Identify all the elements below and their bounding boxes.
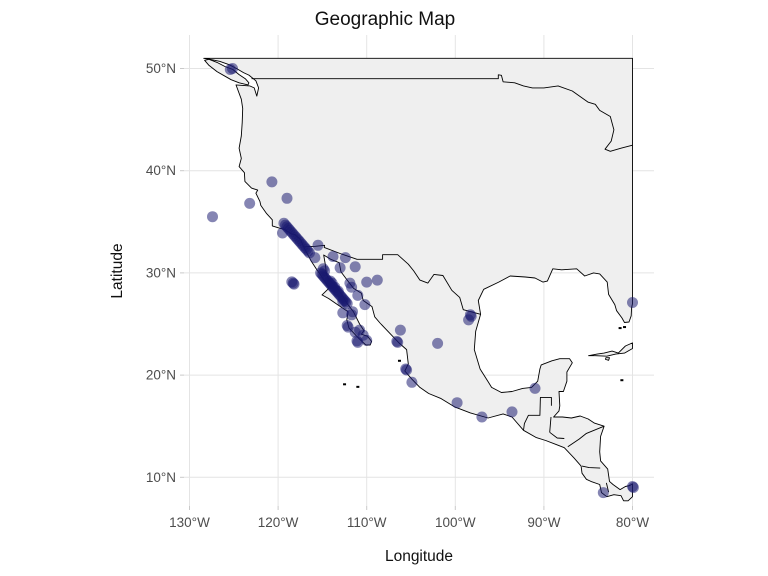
data-point: [627, 297, 638, 308]
x-tick-label: 80°W: [616, 515, 649, 530]
x-tick-label: 130°W: [169, 515, 210, 530]
data-point: [227, 63, 238, 74]
data-point: [432, 337, 444, 349]
data-point: [207, 211, 218, 223]
data-point: [266, 176, 278, 188]
land-polygon: [588, 342, 633, 357]
land-polygon: [203, 57, 633, 502]
border-line: [523, 396, 552, 431]
data-point: [346, 281, 358, 293]
land-polygon: [605, 357, 610, 361]
island-dot: [356, 385, 360, 388]
data-point: [339, 252, 351, 264]
x-tick-label: 90°W: [527, 515, 560, 530]
data-point: [281, 192, 293, 204]
y-tick-label: 50°N: [146, 61, 176, 76]
y-tick-label: 20°N: [146, 368, 176, 383]
data-point: [327, 251, 339, 262]
data-point: [506, 406, 518, 418]
data-point: [451, 397, 463, 409]
data-point: [476, 411, 488, 423]
y-tick-label: 30°N: [146, 265, 176, 280]
data-point: [326, 277, 338, 289]
data-point: [371, 274, 383, 286]
axis-ticks: [180, 68, 633, 510]
map-land-shapes: [203, 57, 633, 502]
data-point: [394, 324, 406, 336]
island-dot: [397, 359, 401, 362]
data-point: [341, 320, 353, 331]
border-line: [549, 431, 565, 439]
map-island-dots: [343, 326, 627, 388]
data-point: [391, 335, 403, 347]
data-point: [334, 262, 346, 274]
data-point: [312, 239, 324, 251]
data-point: [400, 363, 412, 375]
island-dot: [343, 383, 347, 386]
y-tick-label: 10°N: [146, 470, 176, 485]
x-tick-label: 110°W: [347, 515, 387, 530]
data-point: [597, 487, 609, 499]
data-point: [332, 285, 344, 297]
data-point: [288, 278, 300, 290]
data-point: [463, 314, 475, 326]
data-point: [309, 252, 321, 264]
plot-title: Geographic Map: [315, 9, 455, 30]
border-line: [251, 74, 633, 152]
data-point: [347, 306, 358, 318]
data-point: [627, 482, 639, 493]
data-point: [406, 376, 418, 388]
border-line: [567, 425, 605, 448]
border-line: [303, 244, 481, 315]
data-point: [337, 296, 349, 307]
island-dot: [623, 326, 627, 329]
y-axis-title: Latitude: [109, 243, 126, 298]
data-point: [244, 197, 256, 209]
border-line: [581, 465, 601, 469]
axis-tick-labels: 130°W 120°W 110°W 100°W 90°W 80°W 10°N 20°N 30°N…: [146, 61, 650, 530]
data-point: [529, 382, 541, 394]
island-dot: [620, 379, 624, 382]
data-point: [361, 334, 373, 346]
border-line: [549, 416, 552, 433]
y-tick-label: 40°N: [146, 163, 176, 178]
data-point: [359, 299, 371, 311]
map-border-lines: [251, 74, 633, 493]
data-point: [351, 335, 363, 347]
data-point: [361, 276, 373, 288]
x-tick-label: 120°W: [258, 515, 299, 530]
x-tick-label: 100°W: [435, 515, 476, 530]
island-dot: [618, 327, 622, 330]
x-axis-title: Longitude: [385, 548, 453, 565]
data-point: [349, 261, 361, 273]
data-point: [352, 289, 364, 301]
data-point: [337, 307, 349, 319]
scatter-points: [207, 63, 639, 499]
